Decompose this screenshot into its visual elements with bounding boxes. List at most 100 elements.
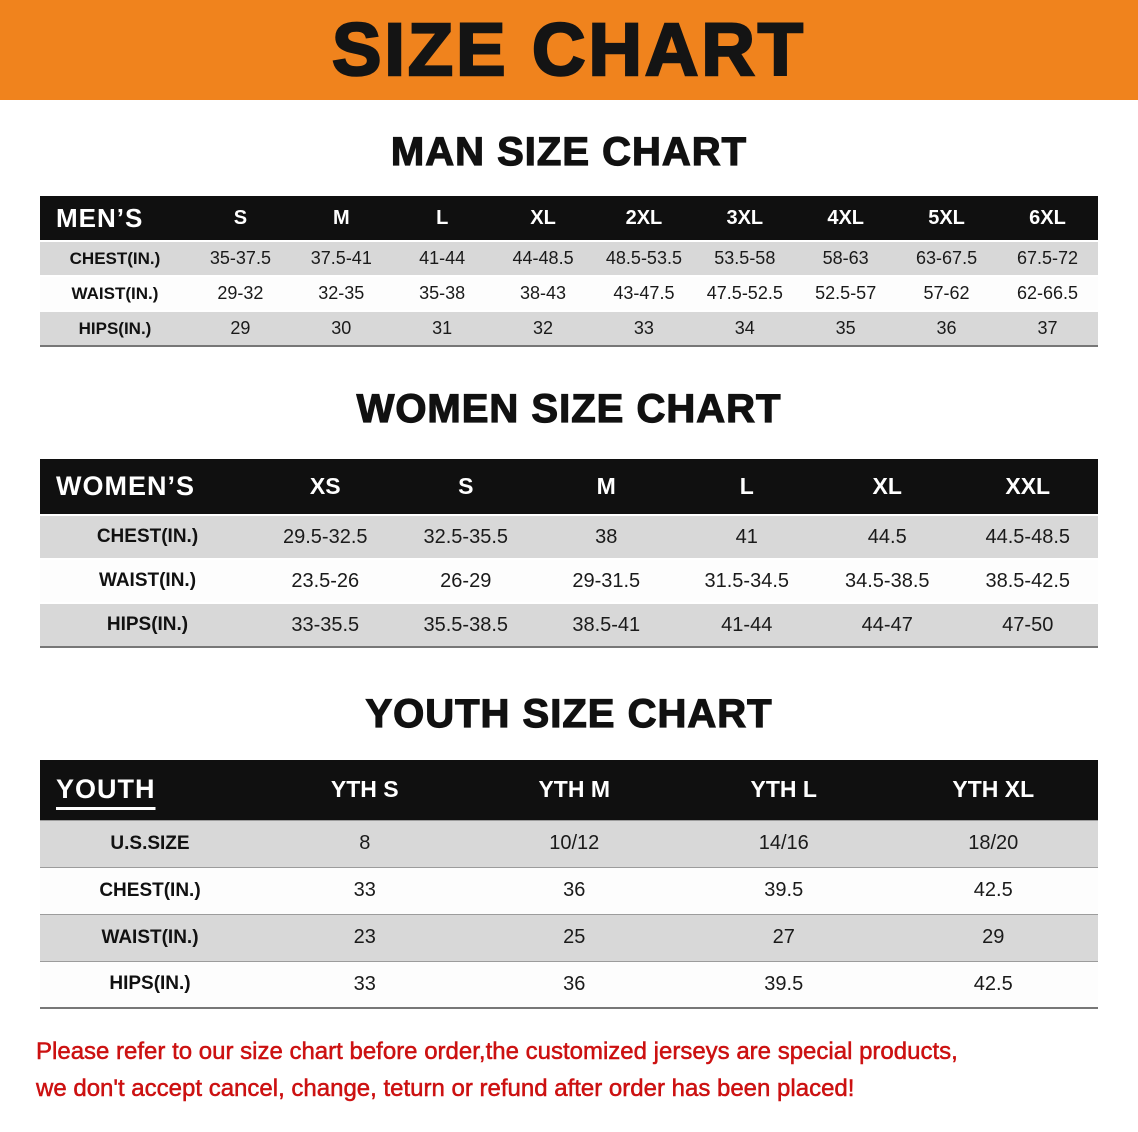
- table-corner-label: WOMEN’S: [56, 471, 195, 501]
- banner-title: SIZE CHART: [331, 8, 806, 91]
- table-row: WAIST(IN.) 29-32 32-35 35-38 38-43 43-47.5 47.…: [40, 276, 1098, 311]
- column-header: XXL: [1005, 473, 1051, 499]
- table-row: WAIST(IN.) 23 25 27 29: [40, 914, 1098, 961]
- table-cell: 27: [772, 926, 795, 948]
- table-header-row: MEN’S S M L XL 2XL 3XL 4XL 5XL 6XL: [40, 196, 1098, 241]
- row-label: WAIST(IN.): [101, 926, 199, 948]
- table-cell: 32: [533, 318, 554, 338]
- column-header: YTH S: [330, 776, 399, 803]
- row-label: CHEST(IN.): [69, 248, 161, 268]
- column-header: M: [596, 473, 616, 499]
- table-cell: 44-47: [861, 613, 913, 636]
- table-cell: 32-35: [318, 283, 365, 303]
- table-cell: 31.5-34.5: [704, 569, 789, 592]
- table-row: CHEST(IN.) 33 36 39.5 42.5: [40, 867, 1098, 914]
- women-section-heading: WOMEN SIZE CHART: [356, 386, 782, 431]
- row-label: CHEST(IN.): [99, 879, 201, 901]
- table-cell: 25: [563, 926, 586, 948]
- youth-size-table: YOUTH YTH S YTH M YTH L YTH XL U.S.SIZE 8 10/12…: [40, 760, 1098, 1009]
- table-cell: 42.5: [973, 879, 1013, 901]
- table-cell: 29: [230, 318, 251, 338]
- table-cell: 36: [936, 318, 957, 338]
- table-cell: 35.5-38.5: [423, 613, 508, 636]
- column-header: M: [332, 206, 350, 229]
- table-cell: 37: [1037, 318, 1058, 338]
- column-header: 2XL: [625, 206, 663, 229]
- table-cell: 58-63: [822, 248, 869, 268]
- column-header: XL: [872, 473, 902, 499]
- table-row: CHEST(IN.) 35-37.5 37.5-41 41-44 44-48.5 48.5…: [40, 241, 1098, 276]
- row-label: U.S.SIZE: [110, 832, 190, 854]
- row-label: HIPS(IN.): [106, 614, 189, 635]
- table-cell: 31: [432, 318, 453, 338]
- table-cell: 38: [595, 525, 618, 548]
- table-cell: 57-62: [923, 283, 970, 303]
- size-chart-banner: SIZE CHART: [0, 0, 1138, 100]
- table-cell: 38.5-42.5: [985, 569, 1070, 592]
- table-cell: 14/16: [758, 832, 809, 854]
- men-section-heading: MAN SIZE CHART: [390, 129, 748, 174]
- row-label: HIPS(IN.): [78, 318, 152, 338]
- table-cell: 29.5-32.5: [282, 525, 368, 548]
- table-cell: 48.5-53.5: [605, 248, 682, 268]
- table-cell: 18/20: [968, 832, 1019, 854]
- youth-size-chart-section: YOUTH SIZE CHART YOUTH YTH S YTH M YTH L YTH …: [0, 691, 1138, 1009]
- table-cell: 32.5-35.5: [423, 525, 508, 548]
- table-cell: 33: [353, 879, 376, 901]
- table-cell: 29-32: [217, 283, 264, 303]
- table-cell: 34.5-38.5: [844, 569, 930, 592]
- row-label: WAIST(IN.): [98, 570, 197, 591]
- row-label: WAIST(IN.): [71, 283, 159, 303]
- table-cell: 38.5-41: [572, 613, 641, 636]
- table-cell: 52.5-57: [815, 283, 877, 303]
- column-header: L: [739, 473, 754, 499]
- men-size-table: MEN’S S M L XL 2XL 3XL 4XL 5XL 6XL CHEST(IN.) 35-37…: [40, 196, 1098, 347]
- table-cell: 39.5: [764, 972, 804, 995]
- table-corner-label: YOUTH: [56, 774, 156, 805]
- column-header: S: [458, 473, 474, 499]
- table-cell: 62-66.5: [1016, 283, 1079, 303]
- table-cell: 34: [734, 318, 755, 338]
- row-label: HIPS(IN.): [109, 973, 191, 995]
- table-corner-label: MEN’S: [56, 202, 144, 233]
- table-cell: 53.5-58: [714, 248, 776, 268]
- column-header: XS: [309, 473, 341, 499]
- table-cell: 43-47.5: [613, 283, 675, 303]
- column-header: YTH M: [538, 776, 611, 803]
- table-cell: 41-44: [721, 613, 773, 636]
- table-cell: 26-29: [440, 569, 492, 592]
- column-header: XL: [530, 206, 556, 229]
- table-cell: 36: [563, 879, 586, 901]
- table-cell: 47.5-52.5: [706, 283, 783, 303]
- table-row: HIPS(IN.) 29 30 31 32 33 34 35 36 37: [40, 311, 1098, 346]
- table-cell: 38-43: [520, 283, 567, 303]
- row-label: CHEST(IN.): [96, 526, 199, 547]
- table-cell: 30: [331, 318, 352, 338]
- table-header-row: WOMEN’S XS S M L XL XXL: [40, 459, 1098, 515]
- table-cell: 39.5: [764, 879, 804, 901]
- table-cell: 10/12: [549, 832, 600, 854]
- table-row: HIPS(IN.) 33 36 39.5 42.5: [40, 961, 1098, 1008]
- table-row: WAIST(IN.) 23.5-26 26-29 29-31.5 31.5-34.5 34…: [40, 559, 1098, 603]
- table-cell: 41: [735, 525, 758, 548]
- table-cell: 63-67.5: [916, 248, 978, 268]
- table-cell: 41-44: [419, 248, 466, 268]
- table-cell: 44.5: [867, 525, 907, 548]
- column-header: 6XL: [1029, 206, 1066, 229]
- column-header: S: [233, 206, 248, 229]
- table-cell: 44.5-48.5: [985, 525, 1070, 548]
- table-cell: 33: [633, 318, 654, 338]
- disclaimer-line-2: we don't accept cancel, change, teturn o…: [36, 1075, 855, 1103]
- table-cell: 29-31.5: [572, 569, 641, 592]
- column-header: YTH L: [750, 776, 817, 803]
- table-row: CHEST(IN.) 29.5-32.5 32.5-35.5 38 41 44.5 44.5…: [40, 515, 1098, 559]
- size-chart-sections: MAN SIZE CHART MEN’S S M L XL 2XL 3XL 4XL 5XL 6XL C…: [0, 129, 1138, 1009]
- disclaimer-line-1: Please refer to our size chart before or…: [36, 1038, 958, 1066]
- table-cell: 33-35.5: [291, 613, 360, 636]
- column-header: 4XL: [827, 206, 865, 229]
- column-header: YTH XL: [952, 776, 1035, 803]
- table-cell: 44-48.5: [512, 248, 574, 268]
- table-cell: 36: [563, 972, 586, 995]
- table-cell: 33: [353, 972, 376, 995]
- women-size-chart-section: WOMEN SIZE CHART WOMEN’S XS S M L XL XXL CHEST(I…: [0, 386, 1138, 648]
